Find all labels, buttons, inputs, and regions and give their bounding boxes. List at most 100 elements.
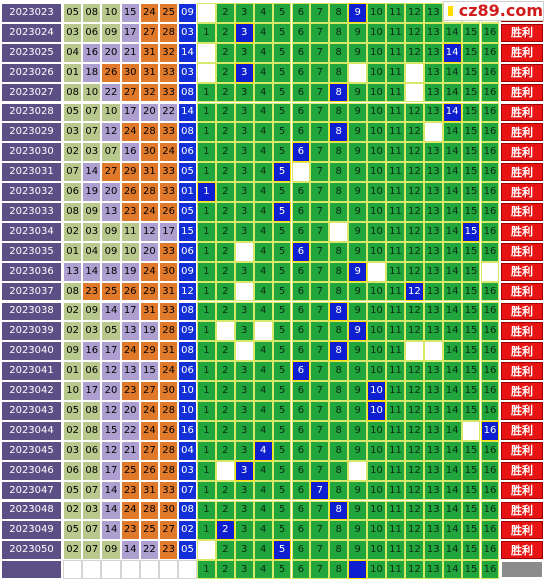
grid-cell: 8 bbox=[329, 241, 349, 262]
grid-cell: 10 bbox=[367, 182, 386, 202]
grid-cell: 2 bbox=[215, 162, 235, 183]
footer-empty-cell bbox=[178, 560, 197, 580]
grid-cell: 4 bbox=[253, 420, 273, 441]
red-ball: 02 bbox=[63, 500, 83, 521]
red-ball: 28 bbox=[159, 321, 179, 342]
grid-cell: 6 bbox=[291, 341, 311, 362]
issue-number: 2023023 bbox=[1, 3, 62, 23]
grid-cell: 5 bbox=[272, 381, 292, 401]
red-ball: 22 bbox=[120, 420, 140, 441]
red-ball: 12 bbox=[101, 440, 121, 461]
grid-cell: 16 bbox=[480, 241, 500, 262]
grid-cell: 9 bbox=[348, 480, 368, 501]
grid-cell: 4 bbox=[253, 361, 273, 382]
red-ball: 23 bbox=[159, 540, 179, 561]
grid-cell: 14 bbox=[442, 82, 462, 103]
grid-cell: 16 bbox=[480, 440, 500, 461]
grid-cell[interactable]: 7 bbox=[310, 560, 330, 580]
red-ball: 21 bbox=[120, 440, 140, 461]
red-ball: 24 bbox=[159, 361, 179, 382]
red-ball: 02 bbox=[63, 301, 83, 322]
red-ball: 24 bbox=[159, 142, 179, 163]
grid-cell[interactable]: 16 bbox=[480, 560, 500, 580]
grid-cell: 15 bbox=[461, 401, 481, 421]
red-ball: 04 bbox=[63, 42, 83, 63]
grid-cell: 12 bbox=[404, 261, 424, 282]
grid-cell: 7 bbox=[310, 440, 330, 461]
result-badge: 胜利 bbox=[500, 122, 544, 143]
grid-cell[interactable]: 5 bbox=[272, 560, 292, 580]
red-ball: 31 bbox=[159, 281, 179, 302]
red-ball: 15 bbox=[101, 420, 121, 441]
blue-ball: 02 bbox=[178, 520, 197, 541]
grid-empty-cell bbox=[234, 241, 254, 262]
result-badge: 胜利 bbox=[500, 440, 544, 461]
issue-number: 2023026 bbox=[1, 62, 62, 83]
grid-cell: 4 bbox=[253, 281, 273, 302]
grid-cell: 3 bbox=[234, 142, 254, 163]
issue-number: 2023031 bbox=[1, 162, 62, 183]
grid-cell: 16 bbox=[480, 321, 500, 342]
grid-cell: 9 bbox=[348, 301, 368, 322]
grid-cell: 3 bbox=[234, 3, 254, 23]
grid-cell: 2 bbox=[215, 341, 235, 362]
grid-cell: 10 bbox=[367, 520, 386, 541]
grid-empty-cell bbox=[197, 42, 216, 63]
issue-number: 2023049 bbox=[1, 520, 62, 541]
grid-cell[interactable]: 4 bbox=[253, 560, 273, 580]
red-ball: 31 bbox=[139, 162, 159, 183]
grid-cell: 10 bbox=[367, 221, 386, 242]
grid-cell: 3 bbox=[234, 321, 254, 342]
grid-cell: 5 bbox=[272, 62, 292, 83]
grid-cell: 2 bbox=[215, 540, 235, 561]
grid-cell: 2 bbox=[215, 420, 235, 441]
grid-cell[interactable]: 14 bbox=[442, 560, 462, 580]
grid-cell[interactable]: 15 bbox=[461, 560, 481, 580]
result-badge: 胜利 bbox=[500, 500, 544, 521]
grid-hit-cell: 9 bbox=[348, 321, 368, 342]
red-ball: 18 bbox=[82, 62, 102, 83]
grid-cell: 10 bbox=[367, 440, 386, 461]
blue-ball: 08 bbox=[178, 500, 197, 521]
grid-cell: 15 bbox=[461, 162, 481, 183]
issue-number: 2023040 bbox=[1, 341, 62, 362]
blue-ball: 09 bbox=[178, 321, 197, 342]
grid-cell: 10 bbox=[367, 22, 386, 43]
grid-cell: 10 bbox=[367, 241, 386, 262]
grid-cell: 10 bbox=[367, 321, 386, 342]
blue-ball: 15 bbox=[178, 221, 197, 242]
grid-cell[interactable]: 10 bbox=[367, 560, 386, 580]
grid-cell[interactable]: 3 bbox=[234, 560, 254, 580]
grid-cell[interactable]: 12 bbox=[404, 560, 424, 580]
footer-empty-cell bbox=[120, 560, 140, 580]
red-ball: 26 bbox=[139, 460, 159, 481]
grid-cell[interactable]: 11 bbox=[386, 560, 405, 580]
grid-cell: 4 bbox=[253, 540, 273, 561]
grid-cell[interactable]: 13 bbox=[423, 560, 443, 580]
grid-cell: 1 bbox=[197, 500, 216, 521]
grid-cell[interactable]: 6 bbox=[291, 560, 311, 580]
grid-cell: 11 bbox=[386, 281, 405, 302]
grid-cell[interactable]: 2 bbox=[215, 560, 235, 580]
red-ball: 31 bbox=[159, 341, 179, 362]
grid-cell: 1 bbox=[197, 401, 216, 421]
result-badge: 胜利 bbox=[500, 182, 544, 202]
grid-cell: 2 bbox=[215, 381, 235, 401]
grid-cell[interactable]: 8 bbox=[329, 560, 349, 580]
grid-cell[interactable]: 1 bbox=[197, 560, 216, 580]
red-ball: 24 bbox=[139, 420, 159, 441]
red-ball: 24 bbox=[120, 500, 140, 521]
grid-cell: 11 bbox=[386, 500, 405, 521]
grid-cell: 9 bbox=[348, 241, 368, 262]
grid-cell: 16 bbox=[480, 162, 500, 183]
issue-number: 2023035 bbox=[1, 241, 62, 262]
grid-cell: 1 bbox=[197, 520, 216, 541]
issue-number: 2023036 bbox=[1, 261, 62, 282]
red-ball: 18 bbox=[101, 261, 121, 282]
grid-hit-cell: 3 bbox=[234, 460, 254, 481]
grid-cell: 15 bbox=[461, 460, 481, 481]
grid-cell: 13 bbox=[423, 420, 443, 441]
grid-cell: 1 bbox=[197, 221, 216, 242]
grid-cell: 1 bbox=[197, 261, 216, 282]
grid-cell: 13 bbox=[423, 401, 443, 421]
